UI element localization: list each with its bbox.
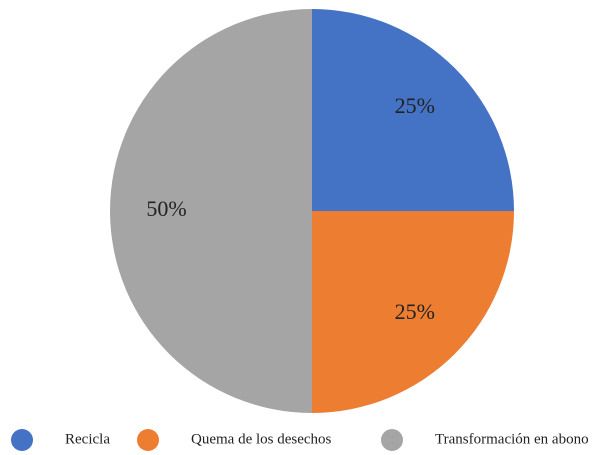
legend-label: Recicla (65, 431, 110, 447)
legend-label: Transformación en abono (435, 431, 589, 447)
data-label: 25% (395, 299, 435, 324)
legend-marker (381, 429, 403, 451)
pie-slice (312, 211, 514, 413)
legend-marker (11, 429, 33, 451)
pie-slice (312, 9, 514, 211)
pie-slice (110, 9, 312, 413)
legend-marker (137, 429, 159, 451)
data-label: 50% (146, 196, 186, 221)
legend-label: Quema de los desechos (191, 431, 332, 447)
data-label: 25% (395, 93, 435, 118)
